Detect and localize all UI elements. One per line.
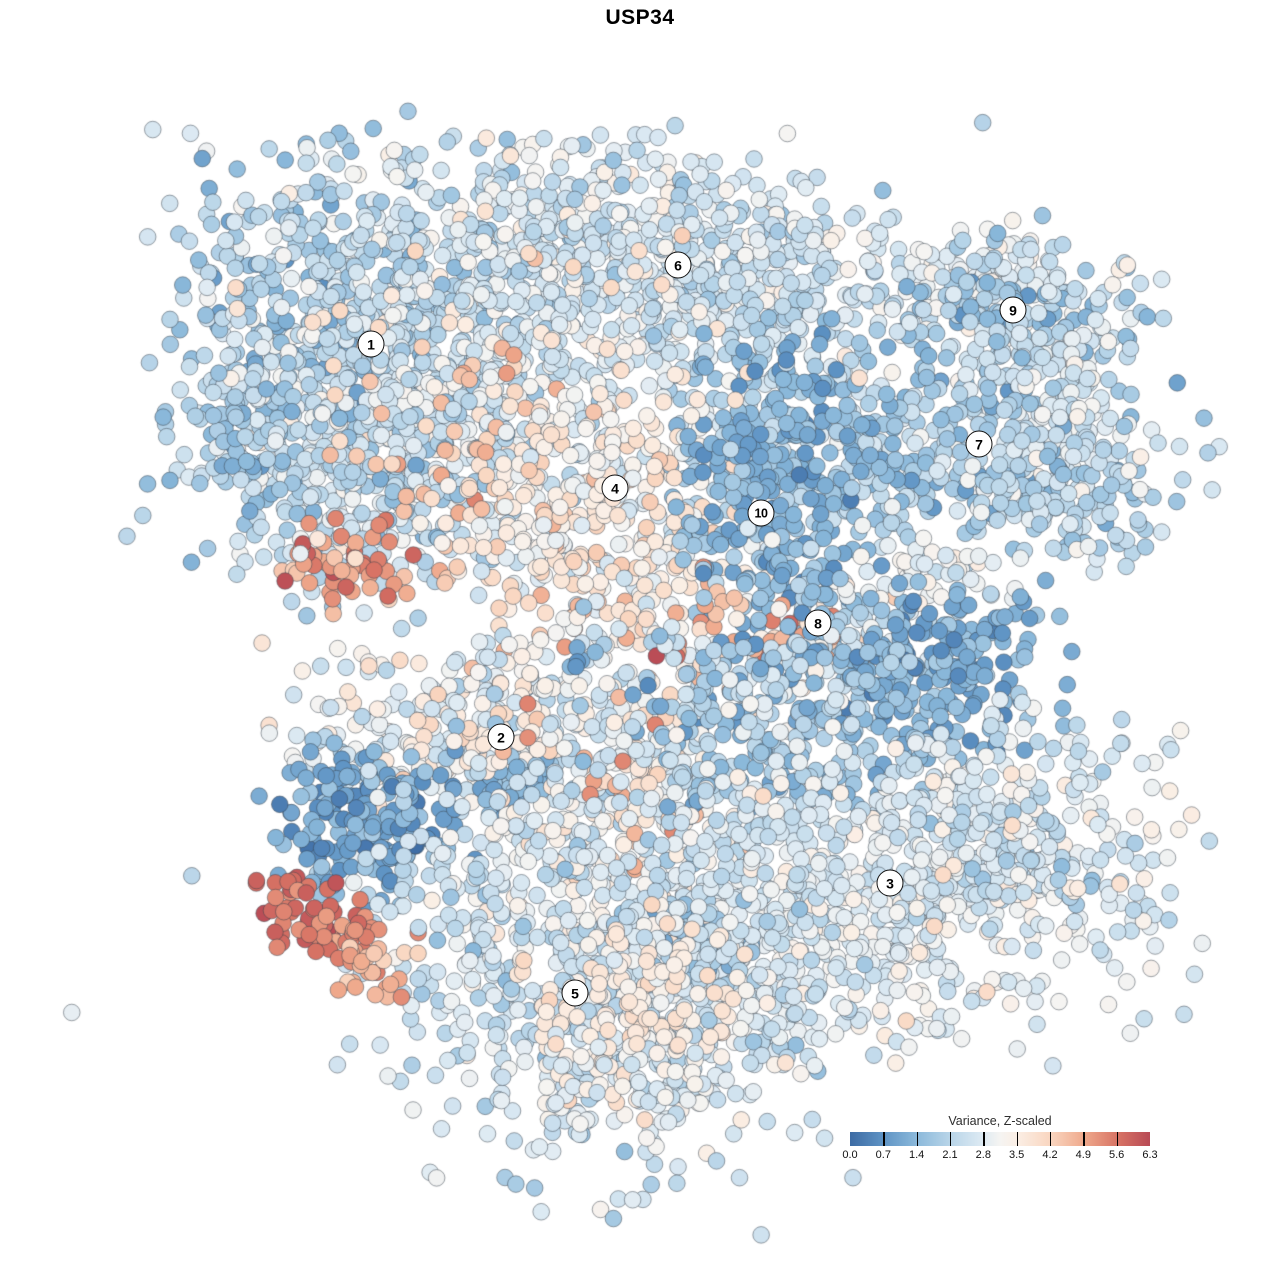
colorbar-tick-label: 5.6	[1109, 1149, 1125, 1161]
cluster-label-4: 4	[601, 474, 629, 502]
colorbar-tick-mark	[916, 1132, 918, 1146]
cluster-label-7: 7	[965, 430, 993, 458]
colorbar-tick-labels: 0.0 0.7 1.4 2.1 2.8 3.5 4.2 4.9 5.6 6.3	[842, 1149, 1157, 1163]
colorbar-tick-label: 3.5	[1009, 1149, 1025, 1161]
cluster-label-5: 5	[561, 979, 589, 1007]
cluster-label-8: 8	[804, 609, 832, 637]
colorbar-tick-label: 0.0	[842, 1149, 858, 1161]
colorbar-tick-label: 1.4	[909, 1149, 925, 1161]
cluster-label-1: 1	[357, 330, 385, 358]
colorbar-tick-mark	[1116, 1132, 1118, 1146]
colorbar-title: Variance, Z-scaled	[948, 1114, 1052, 1128]
colorbar-tick-label: 2.1	[942, 1149, 958, 1161]
cluster-label-2: 2	[487, 723, 515, 751]
colorbar-tick-label: 0.7	[875, 1149, 891, 1161]
cluster-label-6: 6	[664, 251, 692, 279]
colorbar-tick-label: 6.3	[1142, 1149, 1158, 1161]
colorbar-tick-mark	[983, 1132, 985, 1146]
colorbar-legend: Variance, Z-scaled 0.0 0.7 1.4 2.1 2.8 3.5 4.2…	[842, 1114, 1157, 1163]
colorbar-tick-mark	[950, 1132, 952, 1146]
cluster-label-9: 9	[999, 296, 1027, 324]
colorbar-tick-mark	[1050, 1132, 1052, 1146]
colorbar-gradient	[850, 1132, 1150, 1146]
colorbar-tick-mark	[1083, 1132, 1085, 1146]
colorbar-tick-label: 4.2	[1042, 1149, 1058, 1161]
colorbar-tick-mark	[1016, 1132, 1018, 1146]
cluster-label-3: 3	[876, 869, 904, 897]
colorbar-tick-mark	[883, 1132, 885, 1146]
cluster-label-10: 10	[747, 499, 775, 527]
colorbar-tick-label: 4.9	[1075, 1149, 1091, 1161]
colorbar-tick-label: 2.8	[975, 1149, 991, 1161]
